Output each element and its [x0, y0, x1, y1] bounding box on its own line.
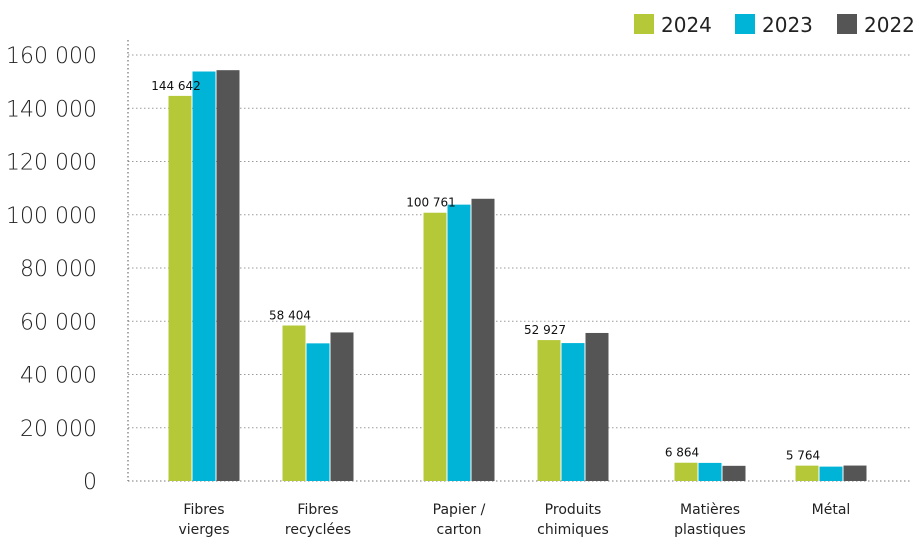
- data-labels: 144 642 58 404 100 761 52 927 6 864 5 764: [151, 79, 820, 463]
- legend-swatch-2022: [837, 14, 857, 34]
- data-label: 52 927: [524, 323, 566, 337]
- legend: 2024 2023 2022: [634, 13, 915, 37]
- x-tick-label: Fibres: [297, 502, 338, 518]
- bar-2023: [447, 204, 471, 481]
- data-label: 100 761: [406, 196, 456, 210]
- data-label: 58 404: [269, 308, 311, 322]
- bar-2023: [192, 71, 216, 481]
- bar-2024: [423, 212, 447, 482]
- bar-2023: [819, 466, 843, 481]
- data-label: 144 642: [151, 79, 201, 93]
- bar-2024: [282, 325, 306, 481]
- y-tick-label: 20 000: [20, 417, 97, 442]
- y-tick-label: 40 000: [20, 364, 97, 389]
- y-axis: 0 20 000 40 000 60 000 80 000 100 000 120 000 1…: [6, 40, 910, 495]
- y-tick-label: 100 000: [6, 204, 97, 229]
- y-tick-label: 120 000: [6, 151, 97, 176]
- bar-2024: [795, 465, 819, 481]
- y-tick-label: 60 000: [20, 310, 97, 335]
- x-tick-label: Papier /: [433, 502, 486, 518]
- bar-2024: [674, 462, 698, 481]
- legend-label: 2024: [661, 13, 712, 37]
- bar-2024: [537, 340, 561, 481]
- legend-label: 2023: [762, 13, 813, 37]
- x-tick-label: carton: [437, 522, 482, 538]
- x-tick-label: plastiques: [674, 522, 746, 538]
- y-tick-label: 160 000: [6, 44, 97, 69]
- x-tick-label: Métal: [812, 502, 851, 518]
- x-axis: Fibres vierges Fibres recyclées Papier / cart…: [178, 502, 850, 538]
- legend-swatch-2024: [634, 14, 654, 34]
- y-tick-label: 80 000: [20, 257, 97, 282]
- y-tick-label: 140 000: [6, 97, 97, 122]
- gridlines: [128, 54, 910, 429]
- legend-swatch-2023: [735, 14, 755, 34]
- x-tick-label: Produits: [545, 502, 602, 518]
- x-tick-label: recyclées: [285, 522, 351, 538]
- bar-2024: [168, 95, 192, 481]
- bar-2022: [722, 465, 746, 481]
- data-label: 5 764: [786, 449, 820, 463]
- bar-2022: [216, 70, 240, 482]
- x-tick-label: vierges: [178, 522, 229, 538]
- bar-2022: [843, 465, 867, 481]
- x-tick-label: chimiques: [537, 522, 609, 538]
- y-tick-label: 0: [83, 470, 97, 495]
- bar-2022: [471, 198, 495, 481]
- bars: [168, 70, 867, 482]
- bar-2023: [306, 343, 330, 481]
- x-tick-label: Matières: [680, 502, 740, 518]
- bar-2022: [330, 332, 354, 481]
- bar-2023: [561, 343, 585, 481]
- x-tick-label: Fibres: [183, 502, 224, 518]
- legend-label: 2022: [864, 13, 915, 37]
- bar-2023: [698, 462, 722, 481]
- bar-2022: [585, 332, 609, 481]
- data-label: 6 864: [665, 446, 699, 460]
